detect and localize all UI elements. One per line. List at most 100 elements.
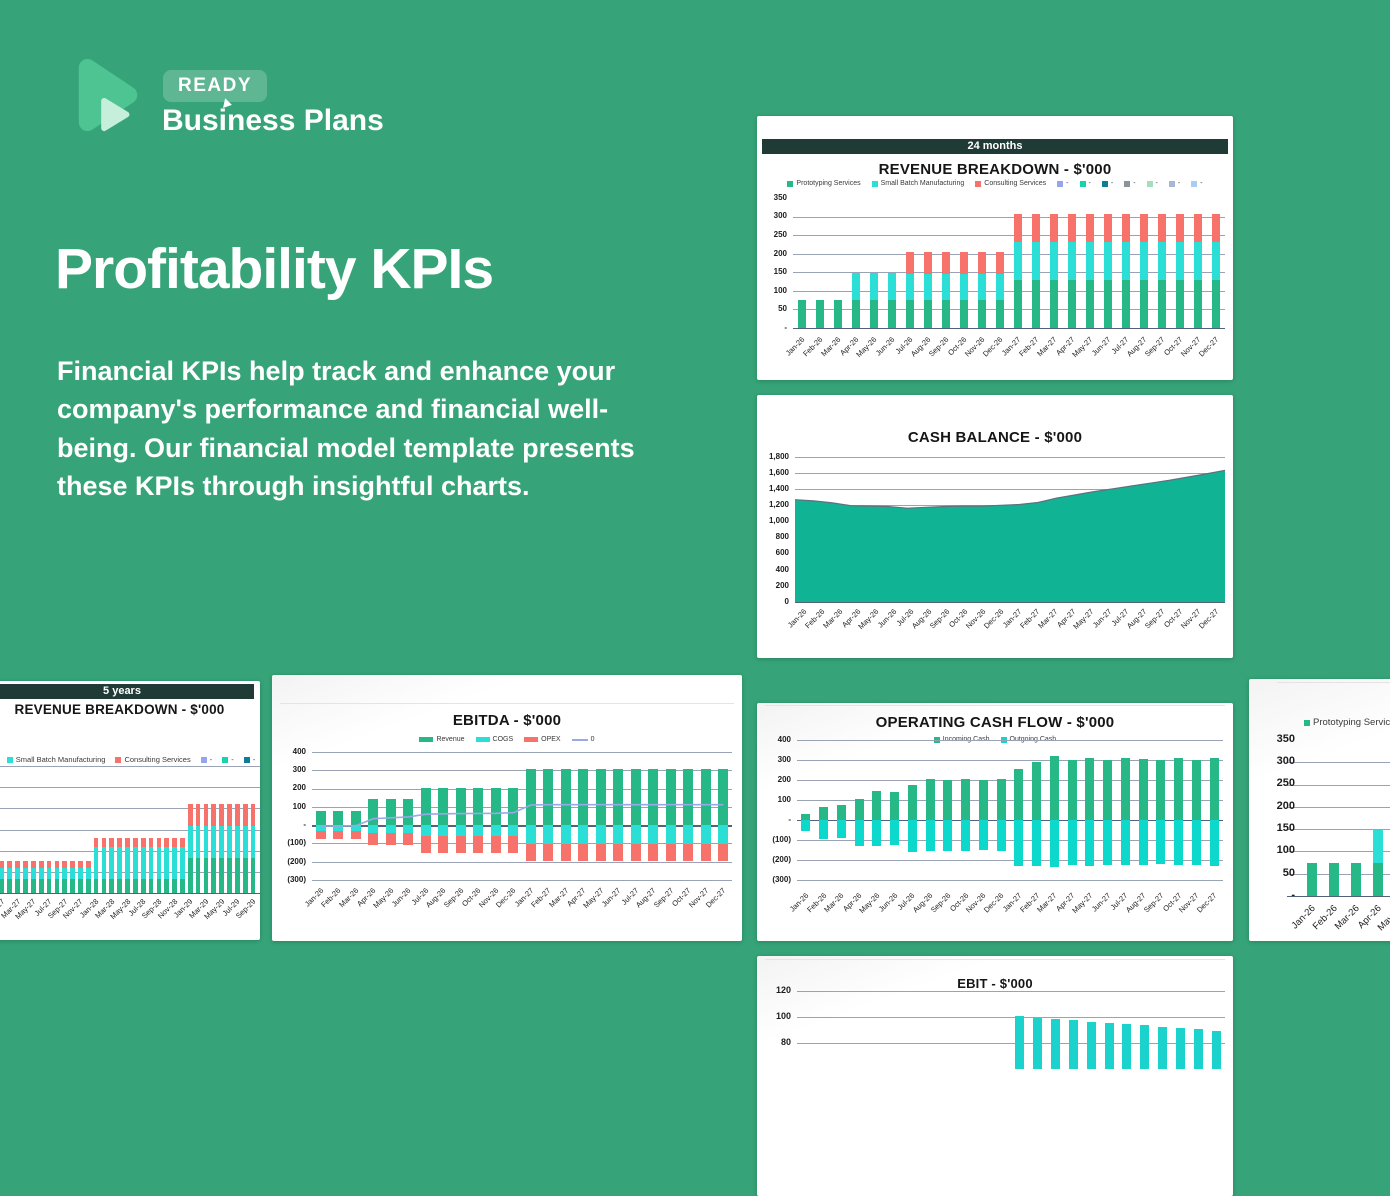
bar-segment — [117, 847, 122, 879]
y-axis-label: 250 — [773, 229, 787, 239]
chart-frame-label: 24 months — [762, 139, 1228, 154]
bar-segment — [490, 825, 501, 837]
legend-item: - — [1168, 180, 1180, 187]
bar-segment — [525, 844, 536, 861]
swatch-icon — [243, 756, 250, 763]
bar-segment — [109, 878, 115, 893]
swatch-icon — [1146, 180, 1153, 187]
bar-segment — [1013, 241, 1023, 281]
gridline — [312, 825, 732, 827]
line-icon — [571, 738, 588, 741]
bar-segment — [38, 879, 44, 893]
bar-segment — [1049, 213, 1059, 242]
swatch-icon — [115, 756, 122, 763]
bar-segment — [219, 825, 225, 859]
bar-segment — [801, 814, 811, 820]
bar-segment — [187, 858, 193, 893]
bar-segment — [995, 300, 1005, 328]
bar-segment — [1329, 862, 1339, 896]
y-axis-label: 100 — [1276, 844, 1295, 857]
legend-label: Outgoing Cash — [1010, 736, 1057, 743]
bar-segment — [7, 860, 13, 869]
y-axis-label: 150 — [1276, 821, 1295, 834]
bar-segment — [613, 825, 624, 845]
bar-segment — [905, 300, 915, 328]
bar-segment — [890, 820, 900, 845]
legend-item: Incoming Cash — [933, 736, 990, 743]
card-top-rule — [280, 703, 734, 704]
chart-title: REVENUE BREAKDOWN - $'000 — [1249, 692, 1390, 709]
legend-item: - — [1101, 180, 1113, 187]
bar-segment — [508, 825, 519, 837]
bar-segment — [887, 273, 897, 301]
y-axis-label: (200) — [772, 854, 791, 864]
bar-segment — [543, 844, 554, 861]
bar-segment — [78, 868, 83, 880]
bar-segment — [1211, 241, 1221, 281]
gridline — [0, 850, 260, 852]
bar-segment — [78, 860, 83, 869]
bar-segment — [1139, 213, 1149, 242]
bar-segment — [648, 769, 659, 826]
bar-segment — [350, 830, 361, 839]
gridline — [0, 808, 260, 810]
gridline — [312, 880, 732, 881]
bar-segment — [473, 787, 484, 826]
bar-segment — [1373, 862, 1383, 896]
bar-segment — [1174, 820, 1184, 865]
legend-item: 0 — [571, 736, 595, 743]
bar-segment — [925, 820, 935, 851]
area-series — [794, 469, 1226, 602]
bar-segment — [242, 804, 248, 826]
bar-segment — [1103, 213, 1113, 242]
legend-item: - — [1124, 180, 1136, 187]
bar-segment — [455, 825, 466, 837]
gridline — [0, 766, 260, 767]
bar-segment — [1104, 1022, 1114, 1069]
bar-segment — [907, 785, 917, 820]
bar-segment — [1120, 820, 1130, 865]
bar-segment — [869, 300, 879, 328]
bar-segment — [93, 838, 99, 848]
swatch-icon — [787, 180, 794, 187]
legend-label: Consulting Services — [984, 180, 1047, 187]
ready-badge: READY — [163, 70, 268, 102]
bar-segment — [578, 769, 589, 826]
page-title: Profitability KPIs — [55, 237, 494, 301]
y-axis-label: 1,200 — [768, 500, 789, 510]
bar-segment — [1051, 1018, 1061, 1069]
bar-segment — [1049, 280, 1059, 328]
bar-segment — [959, 251, 969, 274]
bar-segment — [1067, 241, 1077, 281]
chart-legend: Incoming Cash Outgoing Cash — [757, 736, 1233, 743]
legend-label: - — [1066, 180, 1069, 187]
bar-segment — [473, 836, 484, 853]
bar-segment — [1174, 758, 1184, 820]
gridline — [797, 1017, 1225, 1018]
y-axis-label: 50 — [1282, 866, 1295, 879]
chart-legend: Revenue COGS OPEX 0 — [272, 736, 742, 743]
bar-segment — [819, 807, 829, 820]
gridline — [793, 290, 1225, 292]
legend-label: - — [252, 755, 256, 764]
bar-segment — [385, 825, 396, 834]
bar-segment — [250, 858, 256, 893]
bar-segment — [1373, 830, 1383, 863]
bar-segment — [665, 844, 676, 861]
bar-segment — [54, 879, 60, 893]
bar-segment — [1157, 280, 1167, 328]
bar-segment — [132, 847, 138, 879]
bar-segment — [1193, 280, 1203, 328]
bar-segment — [368, 825, 379, 834]
legend-label: Prototyping Services — [1313, 717, 1390, 728]
legend-item: Prototyping Services — [1304, 717, 1390, 728]
legend-label: Small Batch Manufacturing — [15, 755, 106, 764]
bar-segment — [235, 825, 240, 859]
bar-segment — [227, 825, 232, 859]
swatch-icon — [975, 180, 982, 187]
bar-segment — [648, 825, 659, 845]
bar-segment — [1121, 280, 1131, 328]
legend-item: Prototyping Services — [787, 180, 861, 187]
bar-segment — [1067, 820, 1077, 865]
bar-segment — [70, 879, 75, 893]
